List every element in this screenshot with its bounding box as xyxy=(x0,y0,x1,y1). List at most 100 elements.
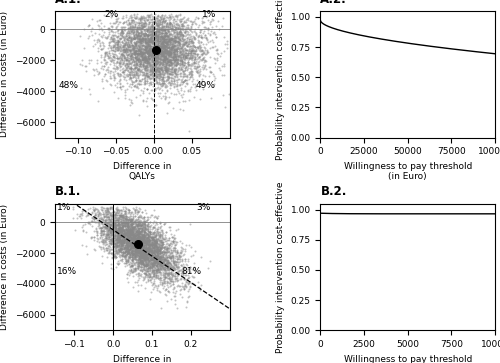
Point xyxy=(136,50,143,56)
Point xyxy=(140,46,148,52)
Point xyxy=(130,237,138,243)
Point xyxy=(170,33,178,39)
Point xyxy=(96,43,104,49)
Point xyxy=(138,258,145,264)
Point xyxy=(160,31,168,37)
Point xyxy=(176,33,184,39)
Point xyxy=(154,36,162,42)
Point xyxy=(114,239,122,245)
Point xyxy=(145,246,153,252)
Point xyxy=(156,262,164,268)
Point xyxy=(150,37,158,43)
Point xyxy=(150,284,158,289)
Point xyxy=(110,234,118,240)
Point xyxy=(128,232,136,237)
Point xyxy=(174,261,182,267)
Point xyxy=(134,233,142,239)
Point xyxy=(160,261,168,267)
Point xyxy=(98,216,106,221)
Point xyxy=(146,261,154,267)
Point xyxy=(150,28,158,34)
Point xyxy=(121,237,129,243)
Point xyxy=(156,255,164,261)
Point xyxy=(140,233,147,239)
Point xyxy=(170,265,177,270)
Point xyxy=(133,237,141,243)
Point xyxy=(122,235,130,241)
Point xyxy=(164,58,172,64)
Point xyxy=(125,242,133,248)
Point xyxy=(140,20,148,26)
Point xyxy=(122,248,130,254)
Point xyxy=(151,49,159,54)
Point xyxy=(122,48,130,53)
Point xyxy=(148,75,156,81)
Point xyxy=(150,46,158,52)
Point xyxy=(146,87,154,93)
Point xyxy=(130,234,138,240)
Point xyxy=(159,75,167,81)
Point xyxy=(142,16,150,22)
Point xyxy=(178,44,186,50)
Point xyxy=(137,242,145,248)
Point xyxy=(128,42,136,48)
Point xyxy=(158,265,166,271)
Point xyxy=(182,47,190,53)
Point xyxy=(122,247,130,253)
Point xyxy=(120,49,128,55)
Point xyxy=(135,242,143,248)
Point xyxy=(112,16,120,22)
Point xyxy=(162,240,170,246)
Point xyxy=(150,247,158,253)
Point xyxy=(148,237,156,243)
Point xyxy=(125,242,133,248)
Point xyxy=(169,14,177,20)
Point xyxy=(120,236,128,242)
Point xyxy=(156,62,164,68)
Point xyxy=(150,250,158,256)
Point xyxy=(132,241,140,246)
Point xyxy=(166,24,174,29)
Point xyxy=(143,43,151,49)
Point xyxy=(135,219,143,225)
Point xyxy=(192,65,200,71)
Point xyxy=(102,50,110,56)
Point xyxy=(114,55,122,61)
Point xyxy=(116,216,124,222)
Point xyxy=(132,232,140,238)
Point xyxy=(150,256,158,261)
Point xyxy=(96,235,104,241)
Point xyxy=(167,276,175,281)
Point xyxy=(136,225,143,231)
Point xyxy=(110,42,118,48)
Point xyxy=(136,48,144,54)
Point xyxy=(118,57,126,63)
Point xyxy=(152,44,160,49)
Point xyxy=(116,231,124,237)
Point xyxy=(164,68,172,73)
Point xyxy=(130,45,138,51)
Point xyxy=(152,61,160,66)
Point xyxy=(195,54,203,60)
Point xyxy=(102,211,110,217)
Point xyxy=(157,56,165,62)
Point xyxy=(161,57,169,62)
Point xyxy=(128,28,136,34)
Point xyxy=(136,242,143,248)
Point xyxy=(173,35,181,41)
Point xyxy=(120,227,128,233)
Point xyxy=(158,281,166,286)
Point xyxy=(116,248,124,253)
Point xyxy=(147,248,155,254)
Point xyxy=(136,68,143,74)
Point xyxy=(122,231,130,237)
Point xyxy=(151,48,159,54)
Point xyxy=(139,245,147,250)
Point xyxy=(111,225,119,231)
Point xyxy=(189,53,197,58)
Point xyxy=(149,245,157,251)
Point xyxy=(169,272,177,278)
Point xyxy=(131,54,139,60)
Point xyxy=(142,40,150,45)
Point xyxy=(124,28,132,34)
